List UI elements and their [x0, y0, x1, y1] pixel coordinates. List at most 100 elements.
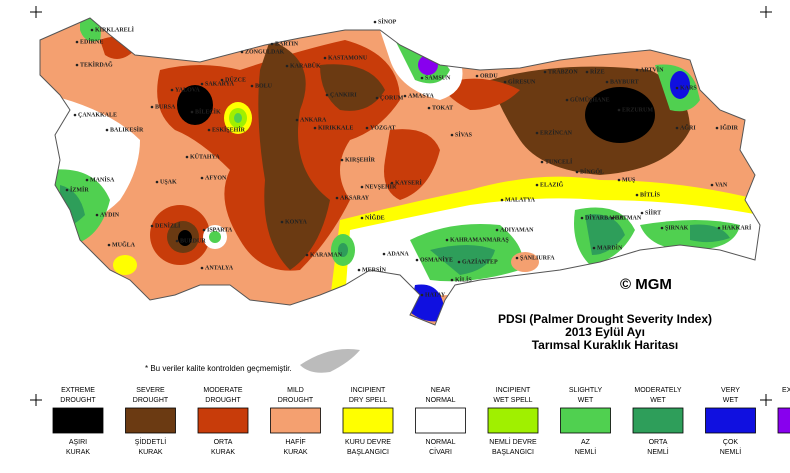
city-dot [427, 106, 431, 110]
city-name: KAYSERİ [395, 179, 422, 186]
legend: EXTREME DROUGHT AŞIRI KURAK SEVERE DROUGHT ŞİD… [52, 387, 790, 456]
city-name: MARDİN [597, 244, 623, 251]
city-dot [280, 220, 284, 224]
legend-label-en: DROUGHT [133, 397, 169, 404]
city-name: KIRKLARELİ [95, 26, 135, 33]
city-dot [635, 68, 639, 72]
legend-label-tr: NEMLİ [647, 447, 668, 456]
city-dot [617, 178, 621, 182]
city-name: KIRŞEHİR [345, 156, 376, 163]
legend-label-tr: KURAK [66, 449, 90, 456]
city-dot [543, 70, 547, 74]
city-dot [640, 211, 644, 215]
corner-marks [30, 6, 772, 406]
city-dot [250, 84, 254, 88]
city-name: BİNGÖL [580, 168, 604, 175]
city-dot [373, 20, 377, 24]
city-dot [240, 50, 244, 54]
legend-label-en: MODERATELY [634, 387, 682, 394]
city-dot [65, 188, 69, 192]
city-dot [610, 216, 614, 220]
legend-label-tr: ŞİDDETLİ [135, 437, 167, 446]
city-name: AFYON [205, 175, 227, 181]
city-dot [150, 224, 154, 228]
city-name: HAKKARİ [722, 224, 752, 231]
city-dot [585, 70, 589, 74]
city-dot [420, 76, 424, 80]
legend-label-tr: AŞIRI [69, 439, 87, 446]
city-dot [580, 216, 584, 220]
city-name: SAMSUN [425, 75, 451, 81]
legend-label-tr: NEMLİ DEVRE [489, 437, 537, 446]
city-name: TOKAT [432, 105, 453, 111]
legend-label-en: VERY [721, 387, 740, 394]
city-dot [107, 243, 111, 247]
city-dot [415, 258, 419, 262]
legend-label-tr: ORTA [214, 439, 233, 446]
city-dot [185, 155, 189, 159]
city-dot [335, 196, 339, 200]
city-dot [635, 193, 639, 197]
city-name: ÇANAKKALE [78, 112, 117, 118]
city-name: HATAY [425, 292, 446, 298]
city-dot [323, 56, 327, 60]
city-name: BAYBURT [610, 79, 639, 85]
legend-label-tr: KURAK [138, 449, 162, 456]
legend-label-en: NEAR [431, 387, 450, 394]
legend-label-en: DROUGHT [278, 397, 314, 404]
city-name: ANTALYA [205, 265, 234, 271]
legend-label-tr: KURAK [283, 449, 307, 456]
legend-swatch [777, 407, 790, 434]
city-name: ESKİŞEHİR [212, 126, 246, 133]
city-name: BARTIN [275, 41, 299, 47]
city-dot [617, 108, 621, 112]
city-dot [270, 42, 274, 46]
city-dot [390, 181, 394, 185]
city-name: GAZİANTEP [462, 258, 498, 265]
legend-label-en: MILD [287, 387, 304, 394]
legend-label-en: WET [723, 397, 739, 404]
city-name: MERSİN [362, 266, 387, 273]
city-dot [150, 105, 154, 109]
legend-label-tr: NEMLİ [720, 447, 741, 456]
city-name: ELAZIĞ [540, 180, 564, 188]
city-dot [75, 40, 79, 44]
legend-label-en: DRY SPELL [349, 397, 387, 404]
city-name: KONYA [285, 219, 307, 225]
title-line: Tarımsal Kuraklık Haritası [532, 338, 679, 352]
city-dot [360, 185, 364, 189]
legend-swatch [705, 407, 756, 434]
city-dot [305, 253, 309, 257]
legend-swatch [487, 407, 539, 434]
city-dot [660, 226, 664, 230]
city-name: ERZURUM [622, 107, 653, 113]
city-name: ZONGULDAK [245, 49, 285, 55]
city-dot [515, 256, 519, 260]
legend-swatch [270, 407, 321, 434]
city-name: ARTVİN [640, 66, 664, 73]
city-name: IĞDIR [720, 123, 739, 131]
city-dot [170, 88, 174, 92]
city-name: MANİSA [90, 176, 115, 183]
city-name: TUNCELİ [545, 158, 573, 165]
city-dot [325, 93, 329, 97]
city-dot [175, 239, 179, 243]
city-name: KARABÜK [290, 62, 321, 69]
legend-swatch [632, 407, 684, 434]
legend-label-tr: KURAK [211, 449, 235, 456]
city-name: NİĞDE [365, 213, 385, 221]
city-name: BİTLİS [640, 191, 661, 198]
city-name: EDİRNE [80, 38, 103, 45]
city-name: ORDU [480, 73, 498, 79]
city-dot [403, 94, 407, 98]
city-dot [200, 82, 204, 86]
city-dot [710, 183, 714, 187]
legend-label-tr: BAŞLANGICI [347, 449, 389, 456]
city-name: NEVŞEHİR [365, 183, 397, 190]
legend-label-en: INCIPIENT [496, 387, 531, 394]
city-dot [535, 183, 539, 187]
city-name: ŞIRNAK [665, 225, 689, 231]
legend-swatch [342, 407, 394, 434]
city-dot [365, 126, 369, 130]
city-dot [75, 63, 79, 67]
